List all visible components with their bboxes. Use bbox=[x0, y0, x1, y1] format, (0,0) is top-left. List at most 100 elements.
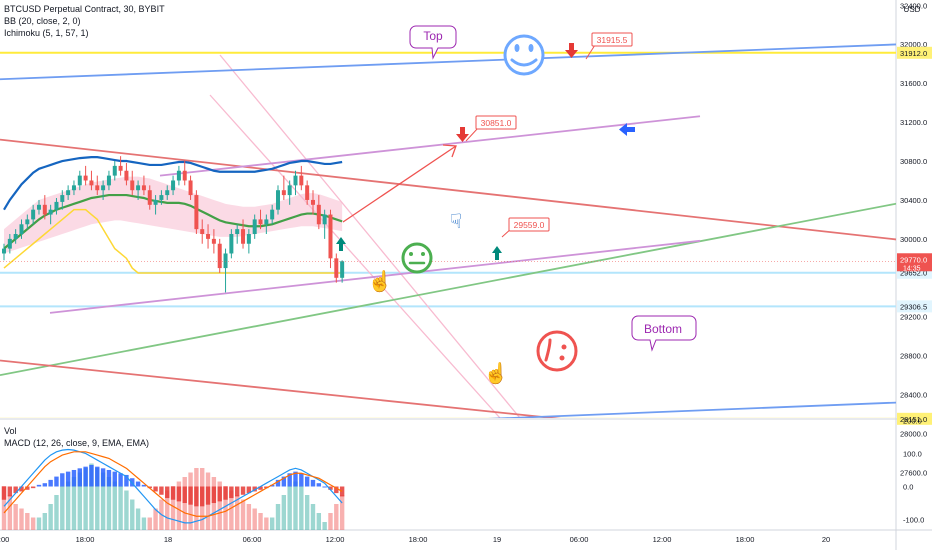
pointing-hand-icon[interactable]: ☝ bbox=[484, 361, 509, 385]
ichimoku-indicator-label[interactable]: Ichimoku (5, 1, 57, 1) bbox=[4, 28, 89, 38]
macd-histogram-bar bbox=[328, 486, 333, 490]
left-arrow-icon[interactable] bbox=[619, 123, 635, 136]
price-tick-label: 31200.0 bbox=[900, 118, 927, 127]
candle-body bbox=[147, 190, 152, 205]
candle-body bbox=[118, 165, 123, 171]
symbol-legend[interactable]: BTCUSD Perpetual Contract, 30, BYBIT BB … bbox=[4, 3, 165, 39]
macd-histogram-bar bbox=[83, 466, 88, 487]
candle-body bbox=[124, 170, 129, 181]
projection-arrow[interactable] bbox=[342, 144, 457, 223]
macd-histogram-bar bbox=[30, 486, 36, 489]
volume-bar bbox=[258, 513, 263, 530]
time-tick-label: 06:00 bbox=[243, 535, 262, 544]
top-callout-bubble[interactable] bbox=[409, 25, 457, 60]
volume-bar bbox=[328, 513, 333, 530]
volume-bar bbox=[13, 504, 18, 530]
volume-bar bbox=[182, 477, 187, 530]
macd-histogram-bar bbox=[153, 486, 158, 492]
neutral-face-icon[interactable] bbox=[401, 242, 433, 274]
macd-axis: -100.0 0.0 100.0 200.0 bbox=[903, 416, 924, 524]
volume-bar bbox=[147, 517, 152, 530]
volume-bar bbox=[287, 486, 292, 530]
candle-body bbox=[83, 175, 88, 181]
candle-body bbox=[287, 185, 292, 196]
bottom-callout-bubble[interactable] bbox=[631, 315, 697, 352]
bb-middle-line bbox=[3, 193, 343, 250]
candle-body bbox=[229, 234, 234, 254]
macd-histogram-bar bbox=[100, 468, 106, 487]
countdown-text: 14:35 bbox=[903, 265, 921, 272]
volume-bar bbox=[246, 504, 252, 530]
macd-histogram-bar bbox=[269, 484, 275, 487]
macd-indicator-label[interactable]: MACD (12, 26, close, 9, EMA, EMA) bbox=[4, 438, 150, 448]
candle-body bbox=[101, 185, 106, 191]
candle-body bbox=[322, 214, 327, 225]
volume-bar bbox=[36, 517, 42, 530]
macd-histogram-bar bbox=[182, 486, 187, 504]
bottom-callout-text: Bottom bbox=[644, 322, 682, 336]
candle-body bbox=[328, 214, 333, 259]
macd-histogram-bar bbox=[217, 486, 222, 502]
time-tick-label: 2:00 bbox=[0, 535, 9, 544]
macd-histogram-bar bbox=[1, 486, 7, 500]
candle-body bbox=[200, 229, 205, 235]
candle-body bbox=[106, 175, 111, 186]
volume-bar bbox=[48, 504, 53, 530]
macd-tick-label: 200.0 bbox=[903, 416, 922, 425]
price-label-29559[interactable]: 29559.0 bbox=[501, 217, 550, 238]
volume-bar bbox=[106, 477, 112, 530]
sad-face-icon[interactable] bbox=[536, 330, 578, 372]
price-badge bbox=[897, 300, 932, 313]
lower-pane-legend[interactable]: Vol MACD (12, 26, close, 9, EMA, EMA) bbox=[4, 425, 149, 449]
channel-line bbox=[219, 54, 521, 418]
volume-bar bbox=[7, 495, 13, 530]
trend-line bbox=[0, 359, 562, 418]
trend-line bbox=[487, 401, 896, 418]
volume-bar bbox=[217, 481, 222, 530]
candle-body bbox=[188, 180, 193, 196]
candle-body bbox=[223, 253, 228, 269]
candle-body bbox=[19, 224, 24, 235]
macd-pane bbox=[1, 448, 345, 530]
trend-line bbox=[0, 43, 896, 81]
macd-histogram-bar bbox=[287, 473, 292, 487]
price-badge-text: 28151.0 bbox=[900, 415, 927, 424]
price-label-30851[interactable]: 30851.0 bbox=[465, 115, 517, 142]
macd-histogram-bar bbox=[281, 476, 287, 487]
candle-body bbox=[2, 248, 6, 254]
macd-histogram-bar bbox=[240, 486, 246, 495]
down-arrow-icon[interactable] bbox=[565, 43, 578, 58]
bb-indicator-label[interactable]: BB (20, close, 2, 0) bbox=[4, 16, 81, 26]
macd-histogram-bar bbox=[147, 486, 152, 489]
price-label-31915[interactable]: 31915.5 bbox=[585, 32, 633, 60]
candle-body bbox=[258, 219, 263, 225]
up-arrow-icon[interactable] bbox=[336, 237, 346, 251]
pointing-hand-icon[interactable]: ☝ bbox=[368, 269, 393, 293]
macd-histogram-bar bbox=[299, 473, 304, 487]
channel-line bbox=[209, 94, 501, 418]
price-tick-label: 28400.0 bbox=[900, 391, 927, 400]
candle-body bbox=[246, 234, 251, 244]
candle-body bbox=[13, 234, 18, 239]
volume-bar bbox=[235, 495, 240, 530]
macd-histogram-bar bbox=[176, 486, 182, 502]
candle-body bbox=[241, 229, 246, 244]
volume-bar bbox=[322, 522, 327, 530]
svg-text:☟: ☟ bbox=[450, 211, 462, 233]
volume-bar bbox=[42, 513, 48, 530]
volume-bar bbox=[71, 477, 77, 530]
macd-histogram-bar bbox=[170, 486, 176, 500]
macd-histogram-bar bbox=[275, 479, 281, 487]
volume-bar bbox=[269, 517, 275, 530]
up-arrow-icon[interactable] bbox=[492, 246, 502, 260]
volume-bar bbox=[112, 481, 117, 530]
macd-histogram-bar bbox=[19, 486, 24, 492]
pointing-hand-icon[interactable]: ☟ bbox=[450, 211, 462, 233]
macd-histogram-bar bbox=[211, 486, 217, 504]
down-arrow-icon[interactable] bbox=[456, 127, 469, 142]
volume-bar bbox=[89, 463, 94, 530]
happy-face-icon[interactable] bbox=[503, 34, 545, 76]
volume-indicator-label[interactable]: Vol bbox=[4, 426, 17, 436]
candle-body bbox=[54, 201, 59, 210]
